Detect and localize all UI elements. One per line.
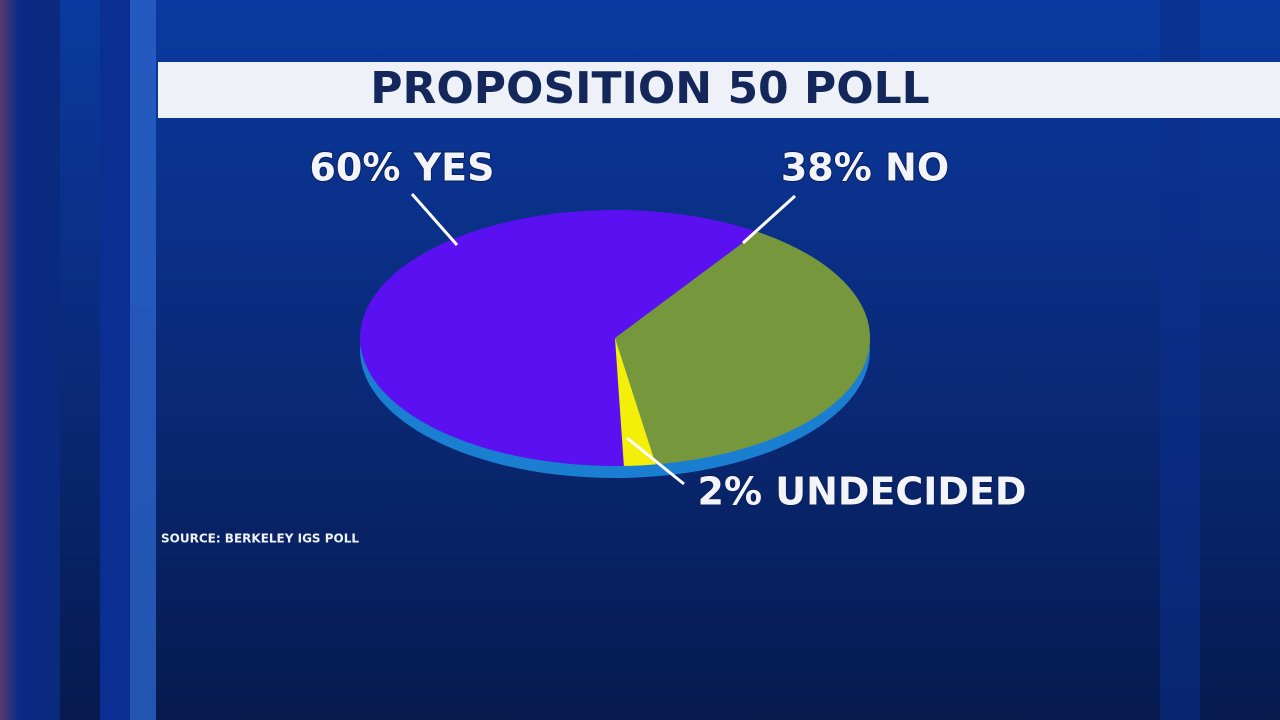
leader-line	[626, 436, 685, 486]
pie	[360, 209, 871, 466]
pie-slice	[360, 209, 758, 466]
stripe	[1160, 0, 1200, 720]
data-label: 60% YES	[309, 146, 494, 190]
stripe	[130, 0, 156, 720]
data-label: 2% UNDECIDED	[698, 470, 1027, 514]
pie-slice	[615, 231, 871, 465]
pie-slice	[615, 338, 656, 466]
title-bar	[158, 62, 1280, 118]
chart-title: PROPOSITION 50 POLL	[370, 63, 929, 114]
leader-line	[410, 193, 459, 246]
stripe	[100, 0, 130, 720]
leader-line	[741, 194, 797, 245]
side-panel	[0, 0, 60, 720]
data-label: 38% NO	[781, 146, 949, 190]
source-note: SOURCE: BERKELEY IGS POLL	[161, 532, 359, 546]
